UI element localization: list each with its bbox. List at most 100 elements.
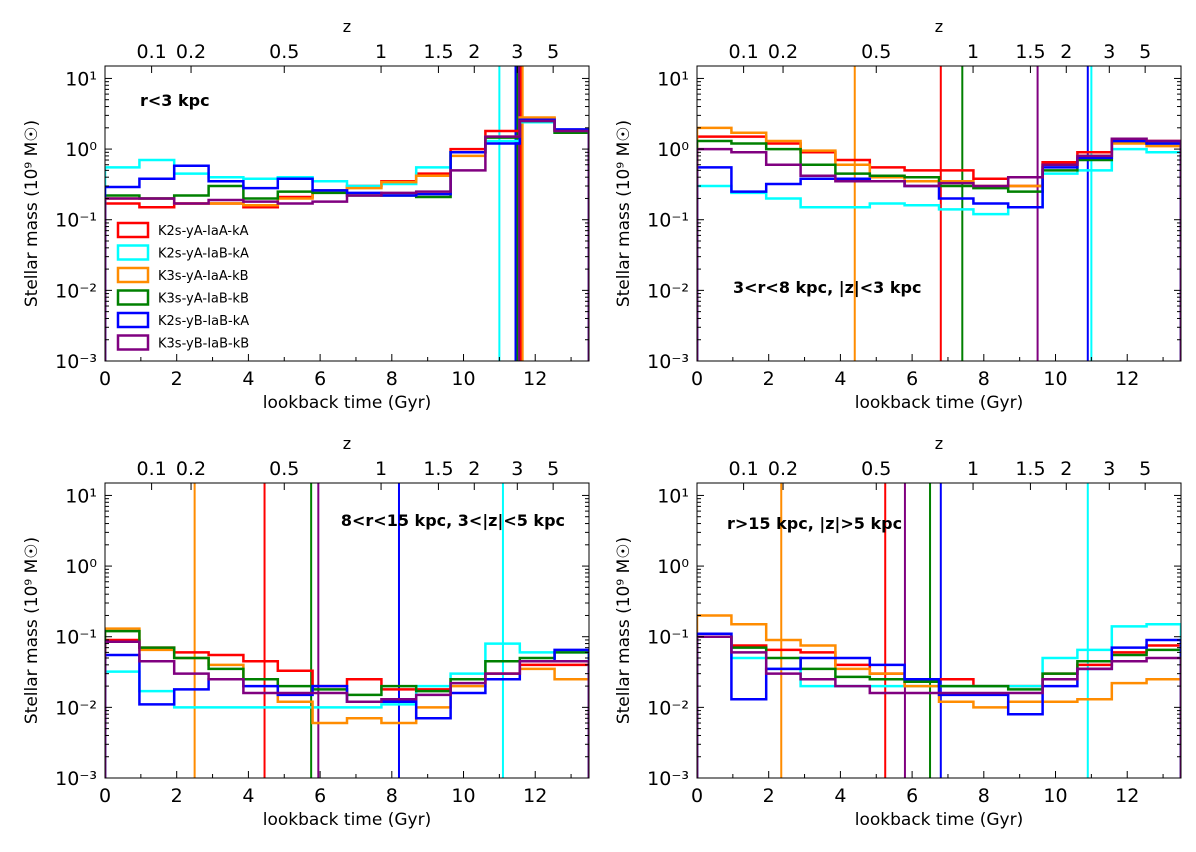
x-tick-label: 12 (1115, 368, 1139, 390)
x-axis-label: lookback time (Gyr) (263, 810, 431, 830)
legend-swatch-K2s-yB-IaB-kA (116, 311, 150, 329)
x-tick-label: 10 (451, 785, 475, 807)
x-tick-label: 2 (171, 368, 183, 390)
y-tick-label: 10¹ (657, 485, 689, 507)
x-tick-label: 4 (834, 785, 846, 807)
panel-title: 8<r<15 kpc, 3<|z|<5 kpc (341, 511, 565, 531)
x-tick-label: 4 (242, 368, 254, 390)
x-tick-label: 4 (834, 368, 846, 390)
x-tick-label: 8 (978, 368, 990, 390)
x-tick-label: 8 (386, 368, 398, 390)
legend-label-K2s-yA-IaB-kA: K2s-yA-IaB-kA (158, 247, 249, 262)
series-K3s-yB-IaB-kB (105, 640, 589, 778)
y-tick-label: 10⁻¹ (55, 627, 97, 649)
y-tick-label: 10⁰ (657, 556, 689, 578)
y-axis-label: Stellar mass (10⁹ M☉) (22, 537, 42, 724)
z-tick-label: 3 (511, 458, 523, 480)
panel-title: r<3 kpc (140, 91, 210, 110)
x-tick-label: 6 (906, 785, 918, 807)
panel-title: 3<r<8 kpc, |z|<3 kpc (733, 278, 921, 298)
z-tick-label: 2 (468, 41, 480, 63)
plot-area (697, 66, 1181, 361)
z-tick-label: 5 (1139, 41, 1151, 63)
z-tick-label: 0.2 (768, 458, 798, 480)
series-K2s-yA-IaB-kA (697, 147, 1181, 361)
series-K2s-yA-IaA-kA (697, 135, 1181, 361)
series-K2s-yA-IaB-kA (105, 642, 589, 778)
z-tick-label: 5 (547, 41, 559, 63)
x-tick-label: 10 (1043, 368, 1067, 390)
y-axis-label: Stellar mass (10⁹ M☉) (614, 537, 634, 724)
legend-swatch-K2s-yA-IaB-kA (116, 244, 150, 261)
x-tick-label: 0 (99, 785, 111, 807)
y-tick-label: 10⁻¹ (647, 210, 689, 232)
z-tick-label: 2 (1060, 458, 1072, 480)
panel-r-gt-15: 0 2 4 6 8 10 12 10⁻³ 10⁻² 10⁻¹ 10⁰ 10¹ 0.1 0.2 0.5 1 1.5… (614, 434, 1182, 830)
series-K3s-yB-IaB-kB (697, 635, 1181, 778)
y-tick-label: 10⁻¹ (647, 627, 689, 649)
axes-frame (696, 65, 1182, 362)
x-tick-label: 0 (691, 785, 703, 807)
z-tick-label: 0.1 (136, 41, 166, 63)
z-tick-label: 0.2 (176, 41, 206, 63)
z-tick-label: 0.5 (861, 458, 891, 480)
y-tick-label: 10⁰ (657, 139, 689, 161)
legend-swatch-K3s-yA-IaA-kB (116, 266, 150, 284)
x-tick-label: 0 (691, 368, 703, 390)
y-tick-label: 10⁻² (647, 697, 689, 719)
series-K2s-yB-IaB-kA (105, 648, 589, 778)
x-tick-label: 10 (451, 368, 475, 390)
z-tick-label: 0.1 (728, 458, 758, 480)
series-K2s-yB-IaB-kA (697, 139, 1181, 361)
z-tick-label: 1 (967, 458, 979, 480)
y-tick-label: 10⁰ (65, 139, 97, 161)
axes-frame (696, 482, 1182, 779)
z-tick-label: 1 (375, 41, 387, 63)
x-tick-label: 0 (99, 368, 111, 390)
y-tick-label: 10⁻³ (55, 768, 97, 790)
x-tick-label: 2 (763, 368, 775, 390)
x-tick-label: 2 (171, 785, 183, 807)
panel-r-lt-3: 0 2 4 6 8 10 12 10⁻³ 10⁻² 10⁻¹ 10⁰ 10¹ 0.1 0.2 0.5 1 1.5… (22, 17, 590, 413)
y-tick-label: 10⁻³ (647, 351, 689, 373)
z-axis-label: z (935, 17, 943, 36)
y-tick-label: 10⁰ (65, 556, 97, 578)
z-tick-label: 1 (967, 41, 979, 63)
y-axis-label: Stellar mass (10⁹ M☉) (614, 120, 634, 307)
z-axis-label: z (343, 434, 351, 453)
y-tick-label: 10⁻³ (55, 351, 97, 373)
y-tick-label: 10¹ (65, 68, 97, 90)
z-tick-label: 5 (1139, 458, 1151, 480)
x-axis-label: lookback time (Gyr) (263, 393, 431, 413)
z-tick-label: 0.2 (768, 41, 798, 63)
legend-swatch-K3s-yA-IaB-kB (116, 289, 150, 306)
x-tick-label: 8 (978, 785, 990, 807)
axes-frame (104, 65, 590, 362)
panel-3-r-8: 0 2 4 6 8 10 12 10⁻³ 10⁻² 10⁻¹ 10⁰ 10¹ 0.1 0.2 0.5 1 1.5… (614, 17, 1182, 413)
z-tick-label: 1 (375, 458, 387, 480)
z-tick-label: 1.5 (423, 458, 453, 480)
z-tick-label: 1.5 (1015, 41, 1045, 63)
series-K3s-yB-IaB-kB (105, 119, 589, 361)
legend-label-K3s-yA-IaA-kB: K3s-yA-IaA-kB (158, 269, 249, 284)
x-tick-label: 8 (386, 785, 398, 807)
legend-label-K3s-yA-IaB-kB: K3s-yA-IaB-kB (158, 292, 249, 307)
x-tick-label: 2 (763, 785, 775, 807)
x-tick-label: 10 (1043, 785, 1067, 807)
series-K3s-yB-IaB-kB (697, 137, 1181, 361)
series-K3s-yA-IaA-kB (105, 627, 589, 778)
z-tick-label: 0.1 (136, 458, 166, 480)
z-tick-label: 2 (468, 458, 480, 480)
plot-area (105, 483, 589, 778)
z-tick-label: 5 (547, 458, 559, 480)
z-tick-label: 3 (1103, 41, 1115, 63)
y-tick-label: 10¹ (657, 68, 689, 90)
z-axis-label: z (343, 17, 351, 36)
z-tick-label: 3 (511, 41, 523, 63)
legend: K2s-yA-IaA-kA K2s-yA-IaB-kA K3s-yA-IaA-kB K… (116, 221, 249, 352)
plot-area (105, 66, 589, 361)
y-tick-label: 10⁻¹ (55, 210, 97, 232)
series-K3s-yA-IaB-kB (697, 635, 1181, 778)
x-tick-label: 12 (1115, 785, 1139, 807)
z-tick-label: 2 (1060, 41, 1072, 63)
